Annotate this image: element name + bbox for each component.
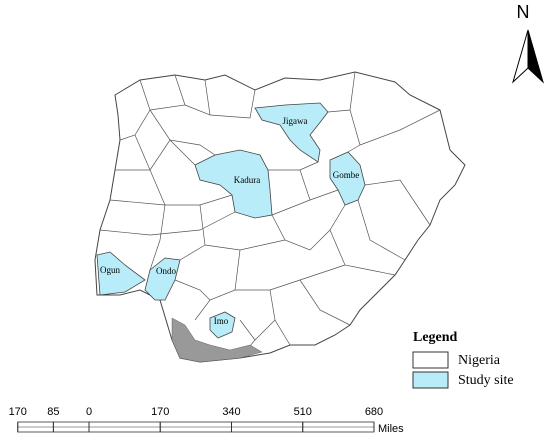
site-label: Kadura <box>234 175 261 185</box>
legend: Legend Nigeria Study site <box>412 330 514 389</box>
state-borders <box>99 71 441 359</box>
study-site-region <box>209 311 236 339</box>
legend-swatch <box>412 371 449 389</box>
scale-bar: 170 85 0 170 340 510 680 Miles <box>9 406 405 435</box>
scale-tick-label: 340 <box>222 406 240 418</box>
scale-tick-label: 170 <box>9 406 27 418</box>
scale-unit: Miles <box>378 423 404 435</box>
scale-tick-label: 510 <box>294 406 312 418</box>
legend-label: Nigeria <box>458 353 501 368</box>
study-site-region <box>194 149 273 219</box>
scale-tick-label: 0 <box>86 406 92 418</box>
study-site-region <box>144 257 181 301</box>
site-label: Jigawa <box>283 116 308 126</box>
site-label: Ondo <box>156 266 176 276</box>
site-label: Ogun <box>100 265 120 275</box>
study-site-region <box>329 151 366 206</box>
north-label: N <box>517 2 530 22</box>
country-outline <box>94 71 466 363</box>
study-site-region <box>96 251 146 296</box>
delta-coast <box>171 317 263 363</box>
legend-title: Legend <box>413 330 458 345</box>
site-label: Gombe <box>333 170 360 180</box>
north-arrow: N <box>512 2 544 84</box>
scale-tick-label: 170 <box>151 406 169 418</box>
scale-tick-label: 680 <box>365 406 383 418</box>
legend-swatch <box>412 351 449 369</box>
scale-tick-label: 85 <box>47 406 59 418</box>
site-label: Imo <box>214 316 229 326</box>
legend-label: Study site <box>458 373 514 388</box>
study-site-region <box>254 102 329 163</box>
